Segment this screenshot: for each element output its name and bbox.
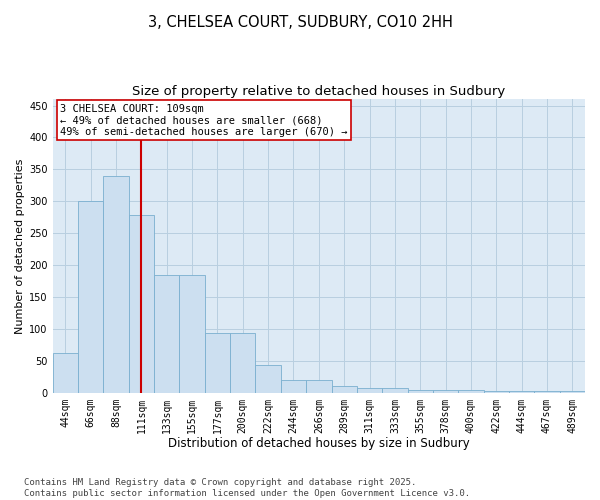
Bar [357,388,382,392]
Bar [103,176,129,392]
Bar [458,390,484,392]
Title: Size of property relative to detached houses in Sudbury: Size of property relative to detached ho… [132,85,505,98]
Bar [154,276,179,392]
Text: 3 CHELSEA COURT: 109sqm
← 49% of detached houses are smaller (668)
49% of semi-d: 3 CHELSEA COURT: 109sqm ← 49% of detache… [60,104,348,137]
Bar [332,386,357,392]
Y-axis label: Number of detached properties: Number of detached properties [15,158,25,334]
Text: Contains HM Land Registry data © Crown copyright and database right 2025.
Contai: Contains HM Land Registry data © Crown c… [24,478,470,498]
Bar [205,334,230,392]
Bar [281,380,306,392]
Bar [407,390,433,392]
Bar [53,353,78,393]
Bar [230,334,256,392]
Bar [256,364,281,392]
Bar [433,390,458,392]
X-axis label: Distribution of detached houses by size in Sudbury: Distribution of detached houses by size … [168,437,470,450]
Bar [78,200,103,392]
Bar [129,216,154,392]
Bar [179,276,205,392]
Bar [306,380,332,392]
Bar [382,388,407,392]
Text: 3, CHELSEA COURT, SUDBURY, CO10 2HH: 3, CHELSEA COURT, SUDBURY, CO10 2HH [148,15,452,30]
